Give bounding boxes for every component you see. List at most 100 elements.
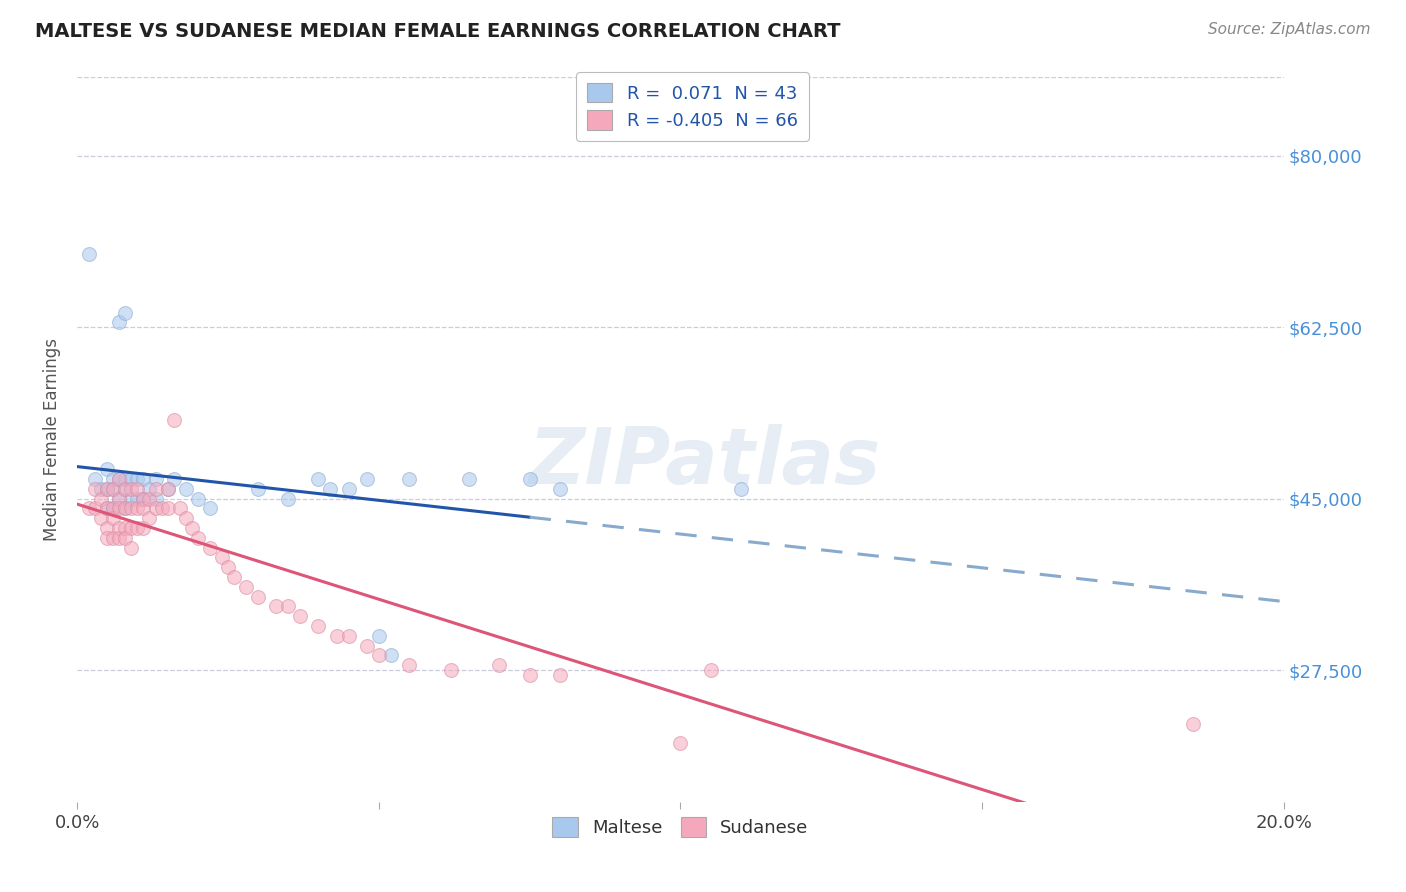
Point bbox=[264, 599, 287, 614]
Point bbox=[103, 531, 125, 545]
Point bbox=[114, 482, 136, 496]
Point bbox=[440, 663, 463, 677]
Point bbox=[132, 472, 155, 486]
Point bbox=[548, 482, 571, 496]
Point bbox=[114, 501, 136, 516]
Point bbox=[458, 472, 481, 486]
Point bbox=[156, 501, 179, 516]
Point bbox=[108, 501, 131, 516]
Point bbox=[356, 472, 378, 486]
Point bbox=[132, 521, 155, 535]
Point bbox=[367, 648, 389, 663]
Point bbox=[277, 491, 299, 506]
Point bbox=[174, 482, 197, 496]
Text: Source: ZipAtlas.com: Source: ZipAtlas.com bbox=[1208, 22, 1371, 37]
Point bbox=[367, 629, 389, 643]
Point bbox=[150, 501, 173, 516]
Point bbox=[145, 472, 167, 486]
Point bbox=[1182, 717, 1205, 731]
Point bbox=[103, 501, 125, 516]
Point bbox=[127, 491, 149, 506]
Point bbox=[96, 462, 118, 476]
Point bbox=[120, 521, 142, 535]
Point bbox=[398, 472, 420, 486]
Point bbox=[325, 629, 347, 643]
Point bbox=[114, 531, 136, 545]
Point bbox=[198, 501, 221, 516]
Point bbox=[84, 482, 107, 496]
Point bbox=[96, 501, 118, 516]
Point bbox=[138, 491, 160, 506]
Point bbox=[699, 663, 721, 677]
Point bbox=[519, 472, 541, 486]
Point bbox=[114, 482, 136, 496]
Point bbox=[108, 472, 131, 486]
Point bbox=[730, 482, 752, 496]
Point bbox=[84, 501, 107, 516]
Point bbox=[138, 482, 160, 496]
Point bbox=[96, 521, 118, 535]
Point bbox=[114, 305, 136, 319]
Point bbox=[120, 501, 142, 516]
Point bbox=[96, 482, 118, 496]
Point bbox=[145, 491, 167, 506]
Point bbox=[127, 521, 149, 535]
Point bbox=[337, 482, 360, 496]
Point bbox=[132, 491, 155, 506]
Point bbox=[127, 482, 149, 496]
Point bbox=[108, 491, 131, 506]
Point bbox=[108, 491, 131, 506]
Point bbox=[180, 521, 202, 535]
Point bbox=[103, 501, 125, 516]
Point bbox=[108, 521, 131, 535]
Point bbox=[162, 413, 184, 427]
Point bbox=[90, 482, 112, 496]
Point bbox=[169, 501, 191, 516]
Point bbox=[114, 521, 136, 535]
Text: MALTESE VS SUDANESE MEDIAN FEMALE EARNINGS CORRELATION CHART: MALTESE VS SUDANESE MEDIAN FEMALE EARNIN… bbox=[35, 22, 841, 41]
Point bbox=[145, 482, 167, 496]
Point bbox=[162, 472, 184, 486]
Legend: Maltese, Sudanese: Maltese, Sudanese bbox=[546, 810, 815, 844]
Point bbox=[174, 511, 197, 525]
Point bbox=[290, 609, 312, 624]
Point bbox=[217, 560, 239, 574]
Point bbox=[103, 511, 125, 525]
Point bbox=[77, 501, 100, 516]
Point bbox=[277, 599, 299, 614]
Point bbox=[108, 315, 131, 329]
Point bbox=[120, 472, 142, 486]
Point bbox=[120, 482, 142, 496]
Point bbox=[156, 482, 179, 496]
Y-axis label: Median Female Earnings: Median Female Earnings bbox=[44, 338, 60, 541]
Point bbox=[90, 511, 112, 525]
Point bbox=[127, 472, 149, 486]
Point bbox=[156, 482, 179, 496]
Point bbox=[103, 472, 125, 486]
Point bbox=[145, 501, 167, 516]
Point bbox=[247, 590, 270, 604]
Point bbox=[138, 511, 160, 525]
Point bbox=[187, 491, 209, 506]
Point bbox=[235, 580, 257, 594]
Point bbox=[211, 550, 233, 565]
Point bbox=[222, 570, 245, 584]
Point bbox=[90, 491, 112, 506]
Point bbox=[337, 629, 360, 643]
Point bbox=[120, 541, 142, 555]
Point bbox=[187, 531, 209, 545]
Point bbox=[398, 658, 420, 673]
Text: ZIPatlas: ZIPatlas bbox=[529, 424, 880, 500]
Point bbox=[96, 501, 118, 516]
Point bbox=[198, 541, 221, 555]
Point bbox=[77, 246, 100, 260]
Point bbox=[120, 491, 142, 506]
Point bbox=[114, 472, 136, 486]
Point bbox=[307, 472, 329, 486]
Point bbox=[114, 501, 136, 516]
Point bbox=[96, 531, 118, 545]
Point bbox=[669, 737, 692, 751]
Point bbox=[132, 501, 155, 516]
Point bbox=[488, 658, 510, 673]
Point bbox=[548, 668, 571, 682]
